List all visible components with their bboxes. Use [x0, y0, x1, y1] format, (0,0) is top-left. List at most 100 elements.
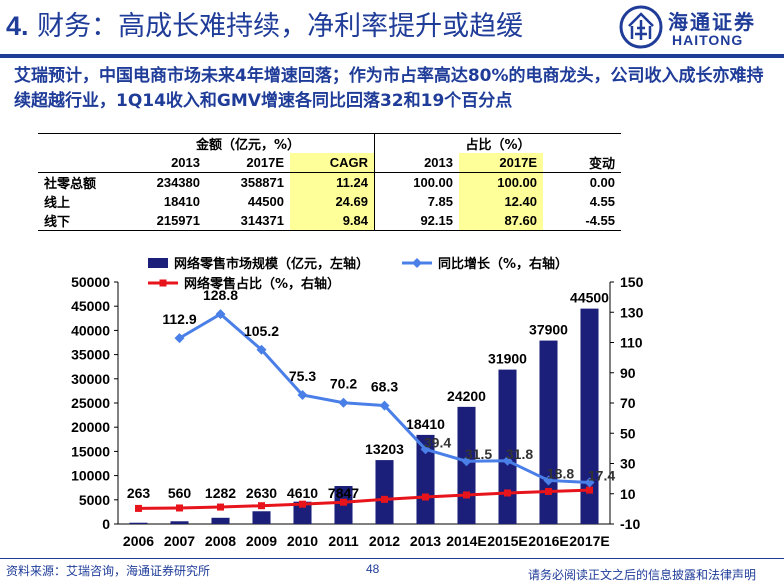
share-point	[463, 491, 470, 499]
right-tick-label: 50	[620, 425, 636, 441]
bar-label: 4610	[287, 485, 318, 501]
group-header-amount: 金额（亿元，%）	[122, 133, 375, 153]
bar	[416, 434, 435, 524]
x-tick-label: 2013	[410, 533, 441, 549]
bar	[211, 517, 230, 524]
cell: 12.40	[459, 192, 543, 211]
cell: 7.85	[374, 192, 459, 211]
col-header: 2017E	[459, 153, 543, 173]
haitong-logo: 海通证券 HAITONG	[618, 4, 782, 50]
growth-point	[379, 400, 390, 411]
bar	[498, 369, 517, 524]
cell: 234380	[156, 175, 200, 190]
legend-bar-label: 网络零售市场规模（亿元，左轴）	[174, 256, 369, 272]
growth-label: 112.9	[162, 311, 196, 327]
cell: 11.24	[290, 172, 375, 192]
growth-label: 18.8	[547, 465, 574, 481]
share-point	[381, 495, 388, 503]
right-tick-label: 70	[620, 395, 636, 411]
right-tick-label: 90	[620, 365, 636, 381]
row-label: 线上	[44, 196, 71, 211]
data-table: 金额（亿元，%） 占比（%） 2013 2017E CAGR 2013 2017…	[38, 133, 621, 231]
source-note: 资料来源：艾瑞咨询，海通证券研究所	[6, 564, 211, 578]
growth-point	[338, 397, 349, 408]
col-header: 2013	[122, 153, 206, 173]
x-tick-label: 2012	[369, 533, 400, 549]
legend-growth-label: 同比增长（%，右轴）	[438, 256, 568, 272]
logo-en: HAITONG	[672, 32, 744, 48]
cell: 358871	[240, 175, 284, 190]
logo-cn: 海通证券	[668, 10, 756, 34]
cell: 314371	[206, 211, 290, 231]
growth-point	[461, 456, 472, 467]
right-tick-label: 130	[620, 304, 644, 320]
bar	[293, 501, 312, 524]
x-tick-label: 2006	[123, 533, 154, 549]
x-tick-label: 2016E	[528, 533, 568, 549]
col-header: 2017E	[206, 153, 290, 173]
growth-point	[543, 475, 554, 486]
table-row: 线下 215971 314371 9.84 92.15 87.60 -4.55	[38, 211, 621, 231]
row-label: 线下	[38, 211, 122, 231]
bar	[129, 522, 148, 524]
group-header-share: 占比（%）	[374, 133, 621, 153]
col-header: 2013	[374, 153, 459, 173]
haitong-emblem-icon	[619, 5, 663, 49]
cell: 9.84	[290, 211, 375, 231]
table-row: 线上 18410 44500 24.69 7.85 12.40 4.55	[38, 192, 621, 211]
bar-label: 263	[127, 485, 151, 501]
bar-label: 18410	[406, 416, 445, 432]
share-point	[422, 493, 429, 501]
growth-point	[215, 309, 226, 320]
left-tick-label: 35000	[71, 347, 110, 363]
cell: 0.00	[589, 175, 615, 190]
ecommerce-chart: 0 5000 10000 15000 20000 25000 30000 35000 40000…	[71, 256, 644, 549]
growth-point	[174, 333, 185, 344]
disclaimer: 请务必阅读正文之后的信息披露和法律声明	[528, 568, 757, 582]
bar-label: 2630	[246, 485, 277, 501]
left-tick-label: 15000	[71, 443, 110, 459]
row-label: 社零总额	[44, 177, 97, 192]
right-tick-label: 110	[620, 335, 643, 351]
share-point	[504, 489, 511, 497]
left-tick-label: 5000	[79, 492, 110, 508]
page-title: 4. 财务：高成长难持续，净利率提升或趋缓	[6, 4, 523, 43]
right-tick-label: 30	[620, 456, 636, 472]
bar-label: 1282	[205, 485, 236, 501]
growth-label: 75.3	[289, 368, 316, 384]
cell: 100.00	[459, 172, 543, 192]
header-rule	[0, 54, 784, 58]
growth-label: 105.2	[244, 323, 279, 339]
cell: 4.55	[589, 194, 615, 209]
share-point	[176, 504, 183, 512]
left-tick-label: 0	[102, 516, 110, 532]
x-tick-label: 2015E	[487, 533, 527, 549]
x-tick-label: 2007	[164, 533, 195, 549]
growth-label: 17.4	[588, 468, 615, 484]
intro-text: 艾瑞预计，中国电商市场未来4年增速回落；作为市占率高达80%的电商龙头，公司收入…	[14, 66, 764, 111]
share-point	[258, 502, 265, 510]
x-tick-label: 2011	[328, 533, 359, 549]
x-tick-label: 2014E	[446, 533, 486, 549]
cell: 87.60	[459, 211, 543, 231]
share-point	[340, 498, 347, 506]
bar-label: 13203	[365, 441, 404, 457]
growth-label: 70.2	[330, 376, 357, 392]
bar	[375, 460, 394, 524]
x-tick-label: 2009	[246, 533, 277, 549]
share-point	[217, 503, 224, 511]
section-number: 4.	[6, 11, 29, 41]
col-header: CAGR	[290, 153, 375, 173]
left-tick-label: 50000	[71, 274, 110, 290]
x-tick-label: 2010	[287, 533, 318, 549]
col-header: 变动	[543, 153, 621, 173]
cell: 215971	[122, 211, 206, 231]
cell: 100.00	[374, 172, 459, 192]
right-tick-label: 150	[620, 274, 644, 290]
growth-point	[297, 389, 308, 400]
footer-rule	[0, 558, 784, 559]
left-tick-label: 30000	[71, 371, 110, 387]
left-tick-label: 25000	[71, 395, 110, 411]
growth-label: 31.5	[465, 446, 492, 462]
legend-share-marker	[159, 279, 167, 287]
